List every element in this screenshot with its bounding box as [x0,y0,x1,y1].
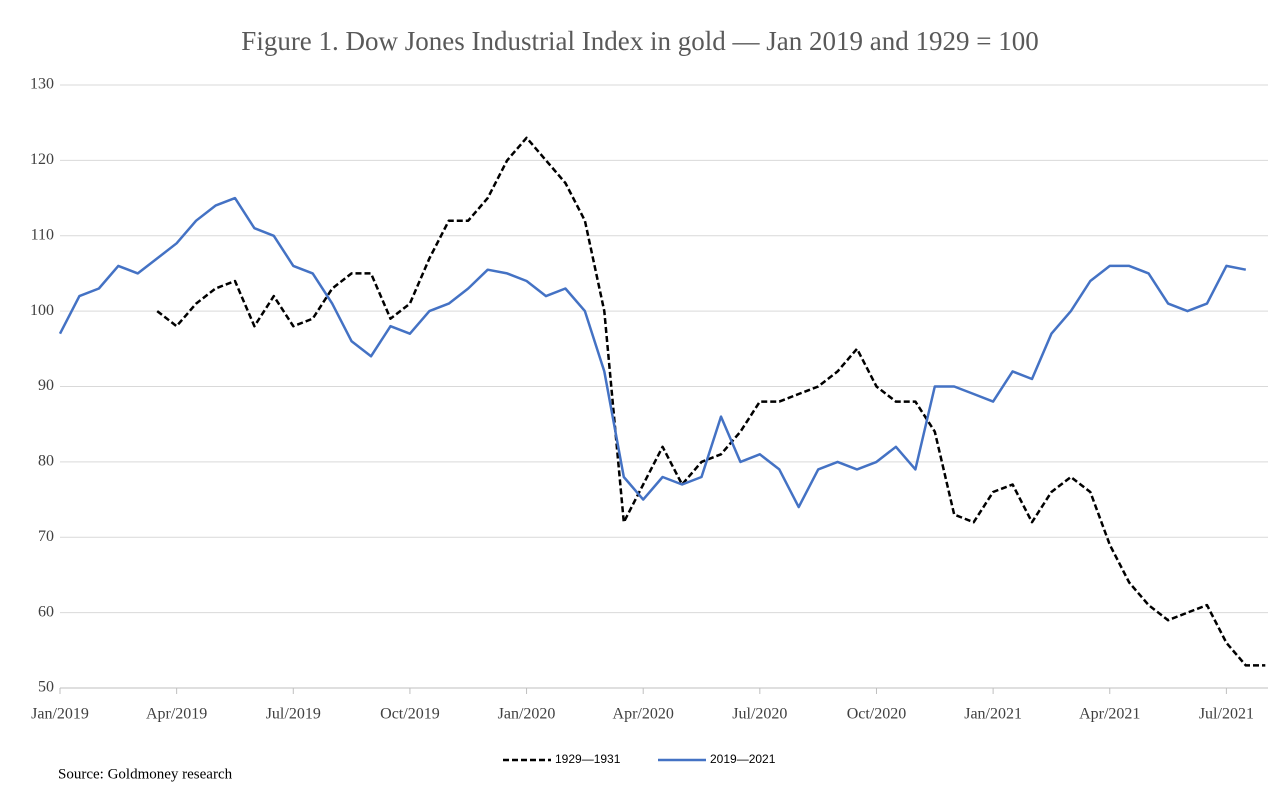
y-tick-label: 70 [38,528,54,545]
x-tick-label: Oct/2020 [847,706,907,723]
x-tick-label: Jan/2019 [31,706,89,723]
source-note: Source: Goldmoney research [58,766,233,782]
y-tick-label: 50 [38,679,54,696]
x-tick-label: Jul/2020 [732,706,787,723]
legend-label: 2019—2021 [710,752,776,766]
y-tick-label: 130 [30,76,54,93]
y-tick-label: 80 [38,453,54,470]
x-tick-label: Apr/2020 [613,706,674,723]
x-tick-label: Apr/2021 [1079,706,1140,723]
x-tick-label: Apr/2019 [146,706,207,723]
y-tick-label: 100 [30,302,54,319]
x-tick-label: Jan/2020 [498,706,556,723]
x-tick-label: Jul/2019 [266,706,321,723]
series-line [58,196,1247,509]
y-tick-label: 60 [38,603,54,620]
legend-label: 1929—1931 [555,752,621,766]
x-tick-label: Jul/2021 [1199,706,1254,723]
x-tick-label: Jan/2021 [964,706,1022,723]
y-tick-label: 110 [31,226,54,243]
series-line [156,136,1266,667]
chart-title: Figure 1. Dow Jones Industrial Index in … [241,26,1038,56]
x-tick-label: Oct/2019 [380,706,440,723]
y-tick-label: 120 [30,151,54,168]
y-tick-label: 90 [38,377,54,394]
